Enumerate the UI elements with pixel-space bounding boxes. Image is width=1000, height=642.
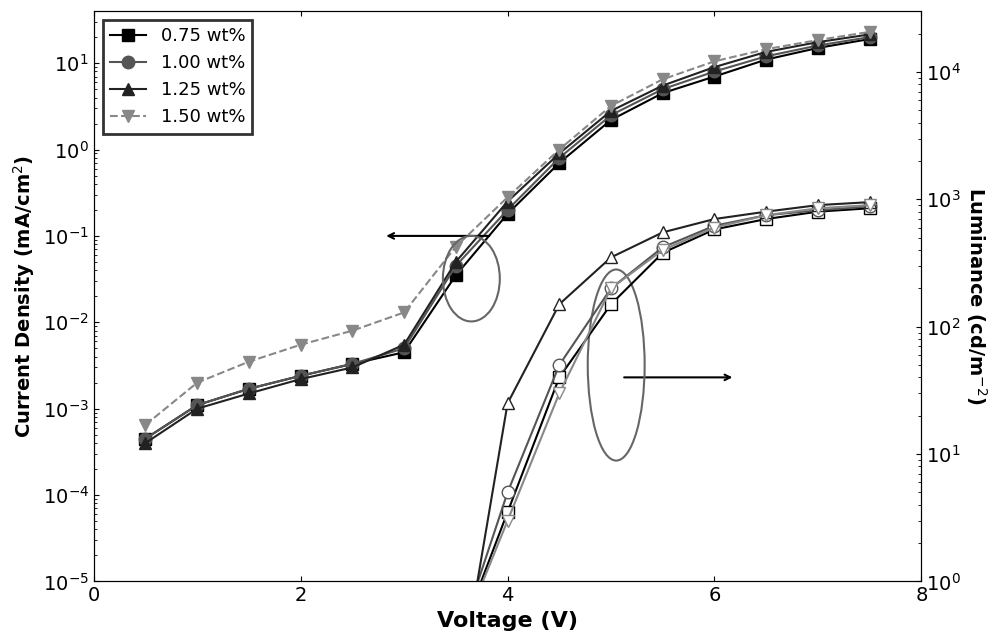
0.75 wt% xyxy=(864,35,876,43)
1.00 wt% xyxy=(553,154,565,162)
1.25 wt% xyxy=(502,198,514,205)
Legend: 0.75 wt%, 1.00 wt%, 1.25 wt%, 1.50 wt%: 0.75 wt%, 1.00 wt%, 1.25 wt%, 1.50 wt% xyxy=(103,20,252,134)
1.50 wt% xyxy=(191,379,203,386)
1.50 wt% xyxy=(760,46,772,53)
1.00 wt% xyxy=(295,372,307,379)
1.00 wt% xyxy=(605,111,617,119)
0.75 wt% xyxy=(398,349,410,356)
0.75 wt% xyxy=(243,385,255,393)
1.25 wt% xyxy=(243,390,255,397)
X-axis label: Voltage (V): Voltage (V) xyxy=(437,611,578,631)
Y-axis label: Luminance (cd/m$^{-2}$): Luminance (cd/m$^{-2}$) xyxy=(964,187,989,405)
0.75 wt% xyxy=(605,116,617,124)
0.75 wt% xyxy=(657,89,669,97)
1.00 wt% xyxy=(450,262,462,270)
Y-axis label: Current Density (mA/cm$^2$): Current Density (mA/cm$^2$) xyxy=(11,155,37,438)
1.00 wt% xyxy=(864,33,876,41)
1.25 wt% xyxy=(191,405,203,413)
1.25 wt% xyxy=(760,48,772,56)
0.75 wt% xyxy=(191,401,203,409)
1.25 wt% xyxy=(708,63,720,71)
1.50 wt% xyxy=(502,193,514,201)
0.75 wt% xyxy=(553,159,565,167)
1.00 wt% xyxy=(812,42,824,49)
1.00 wt% xyxy=(708,67,720,75)
1.50 wt% xyxy=(139,421,151,429)
1.25 wt% xyxy=(553,150,565,157)
1.00 wt% xyxy=(139,435,151,442)
1.00 wt% xyxy=(243,385,255,393)
0.75 wt% xyxy=(760,56,772,64)
Line: 1.00 wt%: 1.00 wt% xyxy=(139,31,876,445)
1.25 wt% xyxy=(139,439,151,447)
0.75 wt% xyxy=(346,360,358,368)
0.75 wt% xyxy=(502,210,514,218)
1.50 wt% xyxy=(657,75,669,83)
1.00 wt% xyxy=(191,401,203,409)
1.25 wt% xyxy=(450,258,462,266)
1.50 wt% xyxy=(346,327,358,334)
0.75 wt% xyxy=(708,73,720,80)
1.25 wt% xyxy=(346,363,358,371)
1.50 wt% xyxy=(708,57,720,65)
1.50 wt% xyxy=(605,102,617,110)
1.25 wt% xyxy=(295,376,307,383)
1.25 wt% xyxy=(398,341,410,349)
1.00 wt% xyxy=(398,345,410,352)
1.50 wt% xyxy=(864,28,876,36)
Line: 1.25 wt%: 1.25 wt% xyxy=(139,28,876,449)
1.25 wt% xyxy=(605,107,617,115)
0.75 wt% xyxy=(450,272,462,279)
0.75 wt% xyxy=(295,372,307,379)
1.00 wt% xyxy=(760,53,772,60)
1.00 wt% xyxy=(346,360,358,368)
1.50 wt% xyxy=(553,146,565,153)
1.50 wt% xyxy=(398,309,410,317)
1.50 wt% xyxy=(450,243,462,250)
1.50 wt% xyxy=(295,341,307,349)
Line: 0.75 wt%: 0.75 wt% xyxy=(139,33,876,445)
1.25 wt% xyxy=(812,39,824,46)
1.00 wt% xyxy=(502,206,514,214)
1.25 wt% xyxy=(657,82,669,89)
Line: 1.50 wt%: 1.50 wt% xyxy=(139,26,876,431)
0.75 wt% xyxy=(139,435,151,442)
1.50 wt% xyxy=(812,36,824,44)
0.75 wt% xyxy=(812,44,824,52)
1.25 wt% xyxy=(864,31,876,39)
1.00 wt% xyxy=(657,85,669,93)
1.50 wt% xyxy=(243,358,255,365)
